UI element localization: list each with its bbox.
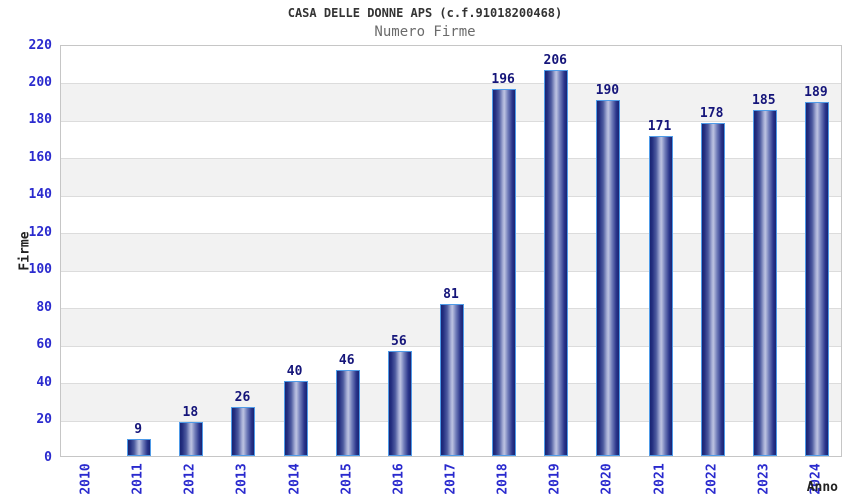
bar-value-label: 26 bbox=[234, 390, 251, 406]
gridline bbox=[61, 270, 841, 272]
x-tick-label: 2018 bbox=[495, 463, 511, 495]
plot-band bbox=[61, 46, 841, 83]
x-axis-title: Anno bbox=[806, 480, 838, 495]
y-tick-label: 60 bbox=[36, 337, 52, 353]
chart-subtitle: Numero Firme bbox=[374, 24, 476, 40]
bar-2023 bbox=[752, 109, 777, 456]
bar-2018 bbox=[492, 88, 517, 456]
x-tick-label: 2022 bbox=[704, 463, 720, 495]
bar-value-label: 56 bbox=[391, 334, 407, 350]
gridline bbox=[61, 233, 841, 235]
x-tick-label: 2017 bbox=[443, 463, 459, 495]
y-tick-label: 140 bbox=[28, 187, 52, 203]
bar-2024 bbox=[804, 102, 829, 456]
bar-value-label: 190 bbox=[595, 83, 620, 99]
x-tick-label: 2011 bbox=[130, 463, 146, 495]
x-tick-label: 2013 bbox=[234, 463, 250, 495]
bar-value-label: 9 bbox=[134, 422, 143, 438]
bar-value-label: 40 bbox=[286, 364, 303, 380]
gridline bbox=[61, 83, 841, 85]
bar-2012 bbox=[179, 422, 204, 456]
y-tick-label: 20 bbox=[36, 412, 52, 428]
bar-2017 bbox=[440, 304, 464, 456]
y-tick-label: 40 bbox=[36, 374, 52, 390]
bar-value-label: 46 bbox=[338, 352, 355, 368]
bar-value-label: 178 bbox=[699, 105, 724, 121]
bar-2019 bbox=[544, 70, 569, 456]
y-tick-label: 160 bbox=[28, 149, 52, 165]
bar-value-label: 189 bbox=[804, 85, 828, 101]
x-tick-label: 2010 bbox=[78, 463, 94, 495]
y-tick-label: 220 bbox=[28, 37, 52, 53]
bar-2011 bbox=[127, 439, 152, 456]
bar-2015 bbox=[335, 369, 360, 456]
bar-2014 bbox=[283, 381, 308, 456]
bar-value-label: 171 bbox=[647, 118, 672, 134]
bar-value-label: 81 bbox=[443, 287, 459, 303]
y-tick-label: 200 bbox=[28, 74, 52, 90]
x-tick-label: 2020 bbox=[599, 463, 615, 495]
plot-band bbox=[61, 83, 841, 121]
y-tick-label: 0 bbox=[44, 449, 52, 465]
y-tick-label: 100 bbox=[28, 262, 52, 278]
bar-2022 bbox=[700, 122, 725, 456]
x-tick-label: 2016 bbox=[391, 463, 407, 495]
plot-area bbox=[60, 45, 842, 457]
y-axis-title: Firme bbox=[17, 231, 33, 271]
x-tick-label: 2019 bbox=[547, 463, 563, 495]
bar-2020 bbox=[596, 100, 621, 456]
bar-value-label: 185 bbox=[752, 92, 776, 108]
gridline bbox=[61, 195, 841, 197]
chart-title: CASA DELLE DONNE APS (c.f.91018200468) bbox=[287, 6, 563, 20]
x-tick-label: 2014 bbox=[287, 463, 303, 495]
bar-2016 bbox=[387, 351, 412, 456]
y-tick-label: 180 bbox=[28, 112, 52, 128]
gridline bbox=[61, 158, 841, 160]
bar-2013 bbox=[231, 407, 256, 456]
x-tick-label: 2015 bbox=[339, 463, 355, 495]
y-tick-label: 80 bbox=[36, 299, 52, 315]
bar-value-label: 196 bbox=[491, 71, 515, 87]
gridline bbox=[61, 120, 841, 122]
bar-value-label: 18 bbox=[182, 405, 199, 421]
y-tick-label: 120 bbox=[28, 224, 52, 240]
x-tick-label: 2021 bbox=[652, 463, 668, 495]
x-tick-label: 2012 bbox=[182, 463, 198, 495]
bar-2021 bbox=[648, 135, 673, 456]
bar-value-label: 206 bbox=[543, 53, 568, 69]
x-tick-label: 2023 bbox=[756, 463, 772, 495]
